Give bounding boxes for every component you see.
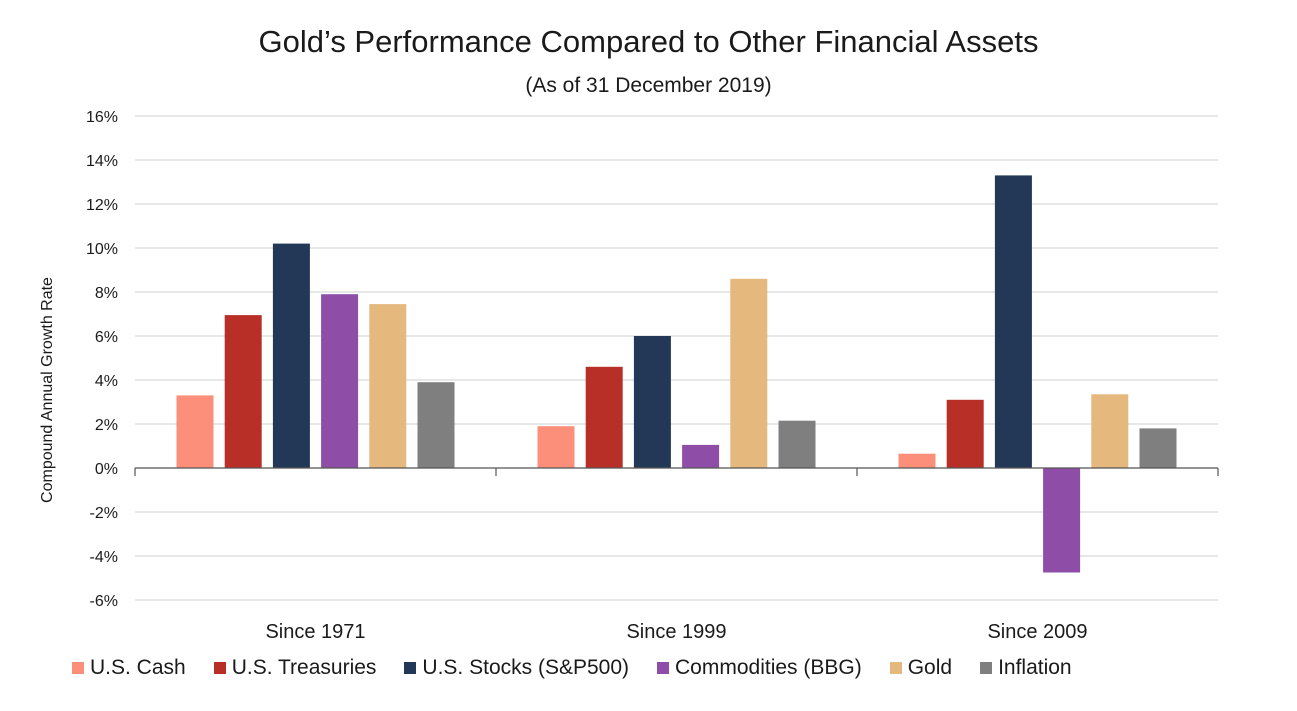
- legend-swatch: [72, 662, 84, 674]
- bar: [1043, 468, 1081, 573]
- y-tick-label: 8%: [95, 285, 118, 302]
- legend-item: U.S. Stocks (S&P500): [404, 656, 629, 680]
- y-tick-label: 2%: [95, 417, 118, 434]
- y-axis-ticks: 16% 14% 12% 10% 8% 6% 4% 2% 0% -2% -4% -6%: [86, 109, 118, 610]
- y-tick-label: 6%: [95, 329, 118, 346]
- gridlines: [135, 115, 1218, 601]
- x-tick-label: Since 2009: [987, 621, 1087, 643]
- bar: [321, 294, 359, 468]
- bar: [994, 175, 1032, 468]
- legend-label: Gold: [907, 656, 953, 679]
- bar: [1091, 394, 1129, 468]
- legend-label: Inflation: [998, 656, 1072, 679]
- legend-swatch: [213, 662, 226, 674]
- y-tick-label: -4%: [90, 549, 118, 566]
- x-tick-label: Since 1971: [265, 621, 365, 643]
- bar: [730, 278, 768, 468]
- y-tick-label: 10%: [86, 241, 118, 258]
- y-tick-label: 0%: [95, 461, 118, 478]
- bar: [272, 243, 310, 468]
- bar: [682, 444, 720, 468]
- legend-swatch: [980, 662, 993, 674]
- legend-item: Gold: [889, 656, 953, 680]
- legend: U.S. Cash U.S. Treasuries U.S. Stocks (S&P…: [72, 656, 1100, 680]
- bar: [778, 420, 816, 468]
- bar: [585, 366, 623, 468]
- legend-item: U.S. Cash: [72, 656, 186, 680]
- legend-swatch: [889, 662, 902, 674]
- x-axis: [134, 467, 1219, 476]
- bar: [898, 453, 936, 468]
- x-axis-labels: Since 1971 Since 1999 Since 2009: [265, 621, 1087, 643]
- y-tick-label: 12%: [86, 197, 118, 214]
- legend-label: U.S. Stocks (S&P500): [422, 656, 629, 679]
- y-tick-label: 16%: [86, 109, 118, 126]
- bar: [224, 315, 262, 468]
- bar: [946, 399, 984, 468]
- legend-label: Commodities (BBG): [675, 656, 862, 679]
- legend-swatch: [657, 662, 669, 674]
- bar: [417, 382, 455, 468]
- legend-swatch: [404, 662, 417, 674]
- legend-item: Inflation: [980, 656, 1072, 680]
- legend-item: Commodities (BBG): [657, 656, 862, 680]
- bar: [176, 395, 214, 468]
- chart-subtitle: (As of 31 December 2019): [525, 74, 772, 97]
- bar: [369, 304, 407, 468]
- x-tick-label: Since 1999: [626, 621, 726, 643]
- legend-label: U.S. Cash: [90, 656, 186, 679]
- y-tick-label: -2%: [90, 505, 118, 522]
- legend-label: U.S. Treasuries: [231, 656, 377, 679]
- y-tick-label: -6%: [90, 593, 118, 610]
- y-tick-label: 14%: [86, 153, 118, 170]
- bars: [176, 175, 1177, 573]
- bar: [1139, 428, 1177, 468]
- y-tick-label: 4%: [95, 373, 118, 390]
- legend-item: U.S. Treasuries: [213, 656, 377, 680]
- y-axis-label: Compound Annual Growth Rate: [39, 277, 56, 503]
- bar: [633, 336, 671, 468]
- chart-title: Gold’s Performance Compared to Other Fin…: [258, 24, 1039, 59]
- bar: [537, 426, 575, 468]
